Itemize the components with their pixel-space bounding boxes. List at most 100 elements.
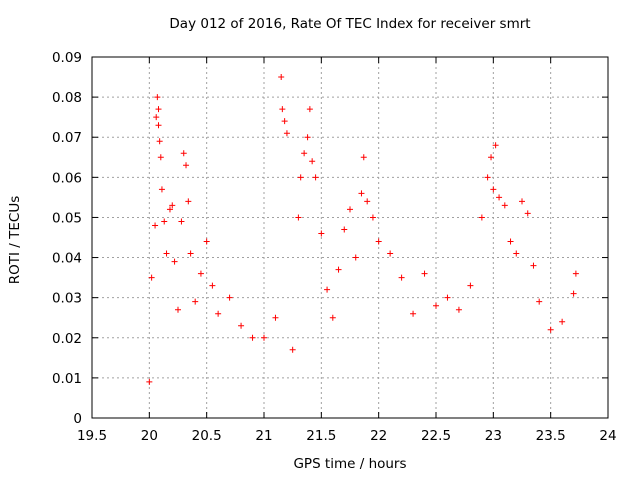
data-point [352,254,359,261]
x-tick-label: 24 [599,428,616,444]
data-point [209,282,216,289]
data-point [226,294,233,301]
data-point [156,138,163,145]
x-tick-label: 21.5 [306,428,336,444]
y-tick-label: 0.02 [52,331,82,347]
data-point [278,74,285,81]
data-point [507,238,514,245]
axis-ticks: 19.5 20 20.5 21 21.5 22 22.5 23 23.5 24 0 0.01 0.02 0… [52,50,617,444]
data-point [301,150,308,157]
data-point [329,314,336,321]
data-point [530,262,537,269]
data-point [524,210,531,217]
data-point [410,310,417,317]
data-point [171,258,178,265]
y-tick-label: 0.05 [52,210,82,226]
data-point [215,310,222,317]
data-point [488,154,495,161]
data-point [467,282,474,289]
data-point [155,106,162,113]
x-tick-label: 19.5 [77,428,107,444]
grid-lines [92,57,608,418]
data-point [513,250,520,257]
data-point [295,214,302,221]
data-point [166,206,173,213]
y-tick-label: 0.06 [52,170,82,186]
data-point [490,186,497,193]
data-point [444,294,451,301]
x-tick-label: 22.5 [421,428,451,444]
plot-frame [91,56,609,419]
x-tick-label: 23.5 [536,428,566,444]
data-point [178,218,185,225]
data-point [163,250,170,257]
data-point [484,174,491,181]
data-point [203,238,210,245]
data-point [272,314,279,321]
data-point [279,106,286,113]
data-point [192,298,199,305]
data-point [289,346,296,353]
y-tick-label: 0.08 [52,90,82,106]
data-point [324,286,331,293]
x-tick-label: 21 [255,428,272,444]
y-tick-label: 0.07 [52,130,82,146]
data-point [197,270,204,277]
x-tick-label: 23 [485,428,502,444]
data-point [297,174,304,181]
data-point [187,250,194,257]
y-axis-label: ROTI / TECUs [7,195,23,285]
x-tick-label: 22 [370,428,387,444]
data-point [158,186,165,193]
data-point [318,230,325,237]
data-point [478,214,485,221]
data-point [281,118,288,125]
y-tick-label: 0.09 [52,50,82,66]
y-tick-label: 0.03 [52,291,82,307]
data-point [183,162,190,169]
data-point [570,290,577,297]
data-point [358,190,365,197]
data-point [347,206,353,213]
data-point [501,202,508,209]
data-point [157,154,164,161]
data-point [335,266,342,273]
data-point [559,318,566,325]
y-tick-label: 0 [73,411,82,427]
data-point [519,198,525,205]
data-point [536,298,543,305]
data-point [375,238,382,245]
y-tick-label: 0.01 [52,371,82,387]
data-point [312,174,319,181]
data-point [306,106,313,113]
data-point [154,94,161,101]
data-point [261,334,267,341]
data-point [148,274,155,281]
data-point [249,334,256,341]
data-point [387,250,394,257]
x-tick-label: 20 [141,428,158,444]
data-point [341,226,348,233]
data-point [547,326,554,333]
data-point [304,134,311,141]
chart-title: Day 012 of 2016, Rate Of TEC Index for r… [169,16,531,32]
data-point [455,306,462,313]
data-point [238,322,245,329]
data-point [398,274,405,281]
x-axis-label: GPS time / hours [293,456,407,472]
data-point [492,142,499,149]
data-point [369,214,376,221]
data-point [309,158,316,165]
data-point [283,130,290,137]
y-tick-label: 0.04 [52,251,82,267]
data-point [152,222,159,229]
data-point [175,306,181,313]
data-point [180,150,187,157]
data-point [146,378,153,385]
data-point [153,114,160,121]
data-point [364,198,371,205]
x-tick-label: 20.5 [192,428,222,444]
data-point [496,194,503,201]
data-point [360,154,367,161]
